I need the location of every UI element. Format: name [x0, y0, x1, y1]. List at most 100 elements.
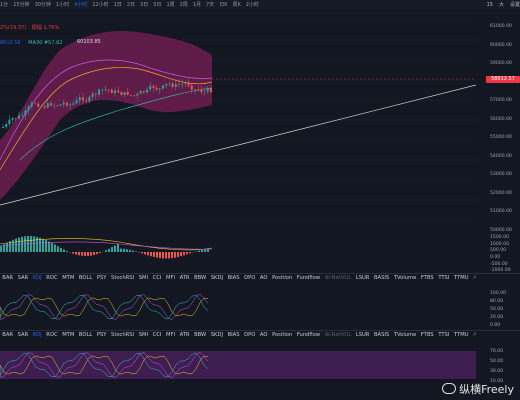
indicator-tab-kdj[interactable]: KDJ — [32, 275, 42, 281]
timeframe-13[interactable]: 7天 — [206, 2, 215, 8]
timeframe-7[interactable]: 2日 — [126, 2, 136, 8]
indicator-tab-boll[interactable]: BOLL — [78, 332, 93, 338]
indicator-tab-bar[interactable]: BAR — [2, 275, 14, 281]
macd-bar — [204, 249, 206, 252]
indicator-tab-ai bs[interactable]: AI BS — [473, 275, 476, 281]
axis-label: 0.00 — [490, 323, 501, 328]
timeframe-12[interactable]: 1月 — [192, 2, 201, 8]
timeframe-8[interactable]: 3日 — [140, 2, 149, 8]
indicator-tab-basis[interactable]: BASIS — [374, 332, 390, 338]
ma-value-a: 8610.56 — [0, 40, 21, 46]
timeframe-5[interactable]: 12小时 — [92, 2, 109, 8]
indicator-tab-ttsi[interactable]: TTSI — [438, 332, 450, 338]
indicator-tab-mtm[interactable]: MTM — [62, 332, 75, 338]
indicator-tab-tvolume[interactable]: TVolume — [393, 275, 417, 281]
timeframe-15[interactable]: 周K — [232, 2, 241, 8]
candle-body — [174, 83, 177, 87]
indicator-tab-boll[interactable]: BOLL — [78, 275, 93, 281]
toolbar-right-2[interactable]: 设置 — [509, 2, 520, 8]
indicator-tab-ao[interactable]: AO — [259, 275, 268, 281]
indicator-tab-smi[interactable]: SMI — [138, 332, 149, 338]
indicator-tab-position[interactable]: Position — [272, 332, 293, 338]
timeframe-0[interactable]: 1分 — [0, 2, 9, 8]
indicator-tab-skdj[interactable]: SKDJ — [210, 275, 223, 281]
macd-bar — [171, 252, 173, 259]
candle-body — [142, 90, 145, 93]
toolbar-right-0[interactable]: 15 — [486, 2, 493, 8]
indicator-tab-atr[interactable]: ATR — [179, 275, 190, 281]
macd-bar — [63, 249, 65, 252]
oscillator-pane-2[interactable] — [0, 343, 476, 388]
indicator-tab-sar[interactable]: SAR — [17, 275, 29, 281]
timeframe-2[interactable]: 30分钟 — [34, 2, 51, 8]
candle-body — [152, 85, 155, 88]
indicator-tab-bbw[interactable]: BBW — [194, 332, 207, 338]
indicator-tab-ao[interactable]: AO — [259, 332, 268, 338]
indicator-tab-roc[interactable]: ROC — [46, 332, 58, 338]
indicator-tab-dpo[interactable]: DPO — [244, 332, 256, 338]
indicator-tab-ttmu[interactable]: TTMU — [453, 275, 469, 281]
timeframe-1[interactable]: 15分钟 — [13, 2, 30, 8]
oscillator-pane-1[interactable] — [0, 285, 476, 329]
timeframe-16[interactable]: 2小时 — [245, 2, 259, 8]
indicator-tab-fundflow[interactable]: Fundflow — [296, 332, 321, 338]
toolbar-right-1[interactable]: 大 — [498, 2, 504, 8]
indicator-tab-dpo[interactable]: DPO — [244, 275, 256, 281]
indicator-tab-bias[interactable]: BIAS — [227, 332, 240, 338]
candlestick-chart[interactable] — [0, 10, 476, 232]
candle-body — [94, 93, 97, 95]
indicator-tab-cci[interactable]: CCI — [152, 275, 162, 281]
timeframe-3[interactable]: 1小时 — [55, 2, 70, 8]
indicator-tab-psy[interactable]: PSY — [96, 275, 107, 281]
macd-bar — [36, 236, 38, 252]
macd-bar — [156, 252, 158, 258]
candle-body — [171, 83, 174, 87]
macd-bar — [135, 251, 137, 252]
timeframe-10[interactable]: 1周 — [166, 2, 175, 8]
indicator-tab-stochrsi[interactable]: StochRSI — [111, 275, 135, 281]
indicator-tab-stochrsi[interactable]: StochRSI — [111, 332, 135, 338]
indicator-tab-tvolume[interactable]: TVolume — [393, 332, 417, 338]
indicator-tab-ftbs[interactable]: FTBS — [420, 332, 434, 338]
timeframe-6[interactable]: 1日 — [113, 2, 122, 8]
indicator-tab-bias[interactable]: BIAS — [227, 275, 240, 281]
timeframe-9[interactable]: 5日 — [153, 2, 162, 8]
indicator-tab-cci[interactable]: CCI — [152, 332, 162, 338]
indicator-tab-mtm[interactable]: MTM — [62, 275, 75, 281]
indicator-tab-ai-netvol[interactable]: AI-NetVOL — [324, 332, 352, 338]
macd-bar — [132, 250, 134, 252]
indicator-tab-bar[interactable]: BAR — [2, 332, 14, 338]
indicator-tab-mfi[interactable]: MFI — [165, 275, 175, 281]
indicator-tab-kdj[interactable]: KDJ — [32, 332, 42, 338]
candle-body — [158, 88, 161, 90]
indicator-tab-atr[interactable]: ATR — [179, 332, 190, 338]
candle-body — [66, 102, 68, 106]
indicator-tab-roc[interactable]: ROC — [46, 275, 58, 281]
macd-pane[interactable] — [0, 232, 476, 272]
macd-bar — [72, 252, 74, 254]
timeframe-14[interactable]: 日K — [219, 2, 228, 8]
indicator-tab-fundflow[interactable]: Fundflow — [296, 275, 321, 281]
indicator-tab-psy[interactable]: PSY — [96, 332, 107, 338]
timeframe-11[interactable]: 2周 — [179, 2, 188, 8]
candle-body — [114, 90, 116, 94]
price-axis[interactable]: 61000.0060000.0059000.0058000.0057000.00… — [476, 10, 520, 233]
indicator-tab-bbw[interactable]: BBW — [194, 275, 207, 281]
indicator-tab-skdj[interactable]: SKDJ — [210, 332, 223, 338]
indicator-tab-ttsi[interactable]: TTSI — [438, 275, 450, 281]
timeframe-toolbar: 1分 15分钟 30分钟 1小时 4小时 12小时 1日 2日 3日 5日 1周 2周 1月 7天 日K 周K… — [0, 0, 520, 10]
indicator-tab-basis[interactable]: BASIS — [374, 275, 390, 281]
candle-body — [98, 89, 100, 95]
indicator-tab-lsur[interactable]: LSUR — [355, 332, 370, 338]
indicator-tab-smi[interactable]: SMI — [138, 275, 149, 281]
macd-bar — [180, 252, 182, 257]
indicator-tab-ttmu[interactable]: TTMU — [453, 332, 469, 338]
indicator-tab-ai bs[interactable]: AI BS — [473, 332, 476, 338]
indicator-tab-mfi[interactable]: MFI — [165, 332, 175, 338]
indicator-tab-ai-netvol[interactable]: AI-NetVOL — [324, 275, 352, 281]
indicator-tab-ftbs[interactable]: FTBS — [420, 275, 434, 281]
indicator-tab-sar[interactable]: SAR — [17, 332, 29, 338]
indicator-tab-position[interactable]: Position — [272, 275, 293, 281]
indicator-tab-lsur[interactable]: LSUR — [355, 275, 370, 281]
timeframe-4[interactable]: 4小时 — [74, 2, 88, 8]
